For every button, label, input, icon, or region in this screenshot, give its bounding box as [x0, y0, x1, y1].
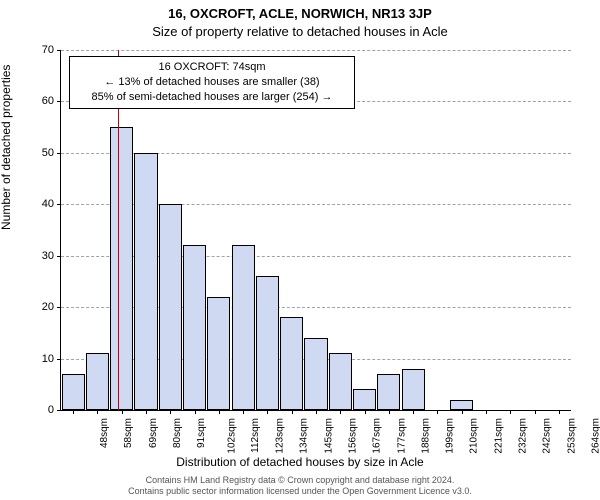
chart-container: 16, OXCROFT, ACLE, NORWICH, NR13 3JP Siz…: [0, 0, 600, 500]
xtick-mark: [389, 410, 390, 414]
chart-subtitle: Size of property relative to detached ho…: [0, 24, 600, 39]
xtick-mark: [510, 410, 511, 414]
plot-area: 16 OXCROFT: 74sqm ← 13% of detached hous…: [60, 50, 571, 411]
chart-title: 16, OXCROFT, ACLE, NORWICH, NR13 3JP: [0, 6, 600, 21]
bar: [329, 353, 352, 410]
annotation-line: 16 OXCROFT: 74sqm: [76, 60, 348, 75]
xtick-mark: [73, 410, 74, 414]
grid-line: [61, 50, 571, 51]
ytick-mark: [57, 204, 61, 205]
bar: [62, 374, 85, 410]
xtick-label: 199sqm: [445, 418, 456, 454]
xtick-label: 134sqm: [299, 418, 310, 454]
footnote: Contains HM Land Registry data © Crown c…: [0, 475, 600, 496]
xtick-label: 102sqm: [226, 418, 237, 454]
xtick-mark: [195, 410, 196, 414]
bar: [402, 369, 425, 410]
bar: [159, 204, 182, 410]
annotation-box: 16 OXCROFT: 74sqm ← 13% of detached hous…: [69, 56, 355, 109]
ytick-label: 0: [24, 404, 54, 416]
bar: [304, 338, 327, 410]
xtick-label: 58sqm: [123, 418, 134, 448]
ytick-mark: [57, 359, 61, 360]
ytick-mark: [57, 410, 61, 411]
xtick-label: 264sqm: [590, 418, 600, 454]
ytick-label: 50: [24, 147, 54, 159]
bar: [110, 127, 133, 410]
annotation-line: 85% of semi-detached houses are larger (…: [76, 90, 348, 105]
xtick-label: 210sqm: [469, 418, 480, 454]
xtick-mark: [462, 410, 463, 414]
annotation-line: ← 13% of detached houses are smaller (38…: [76, 75, 348, 90]
xtick-mark: [170, 410, 171, 414]
ytick-label: 40: [24, 198, 54, 210]
ytick-label: 20: [24, 301, 54, 313]
bar: [280, 317, 303, 410]
xtick-mark: [243, 410, 244, 414]
xtick-mark: [559, 410, 560, 414]
xtick-mark: [535, 410, 536, 414]
xtick-label: 91sqm: [196, 418, 207, 448]
bar: [134, 153, 157, 410]
ytick-mark: [57, 256, 61, 257]
xtick-mark: [219, 410, 220, 414]
xtick-mark: [292, 410, 293, 414]
ytick-label: 70: [24, 44, 54, 56]
bar: [450, 400, 473, 410]
footnote-line: Contains HM Land Registry data © Crown c…: [0, 475, 600, 485]
ytick-label: 10: [24, 353, 54, 365]
xtick-mark: [437, 410, 438, 414]
bar: [207, 297, 230, 410]
ytick-mark: [57, 153, 61, 154]
xtick-label: 177sqm: [396, 418, 407, 454]
xtick-mark: [340, 410, 341, 414]
xtick-label: 221sqm: [493, 418, 504, 454]
xtick-label: 48sqm: [99, 418, 110, 448]
xtick-mark: [413, 410, 414, 414]
ytick-label: 60: [24, 95, 54, 107]
xtick-label: 253sqm: [566, 418, 577, 454]
xtick-mark: [486, 410, 487, 414]
xtick-label: 167sqm: [372, 418, 383, 454]
bar: [183, 245, 206, 410]
xtick-label: 232sqm: [518, 418, 529, 454]
ytick-mark: [57, 50, 61, 51]
xtick-label: 69sqm: [148, 418, 159, 448]
x-axis-label: Distribution of detached houses by size …: [0, 455, 600, 469]
xtick-label: 112sqm: [250, 418, 261, 453]
ytick-mark: [57, 101, 61, 102]
xtick-mark: [267, 410, 268, 414]
xtick-label: 188sqm: [420, 418, 431, 454]
bar: [377, 374, 400, 410]
xtick-mark: [146, 410, 147, 414]
bar: [256, 276, 279, 410]
bar: [232, 245, 255, 410]
y-axis-label: Number of detached properties: [0, 65, 13, 230]
xtick-mark: [365, 410, 366, 414]
xtick-mark: [97, 410, 98, 414]
xtick-label: 242sqm: [542, 418, 553, 454]
xtick-label: 156sqm: [348, 418, 359, 454]
bar: [86, 353, 109, 410]
xtick-mark: [122, 410, 123, 414]
ytick-mark: [57, 307, 61, 308]
bar: [353, 389, 376, 410]
footnote-line: Contains public sector information licen…: [0, 486, 600, 496]
xtick-mark: [316, 410, 317, 414]
xtick-label: 80sqm: [172, 418, 183, 448]
xtick-label: 145sqm: [323, 418, 334, 454]
ytick-label: 30: [24, 250, 54, 262]
xtick-label: 123sqm: [275, 418, 286, 454]
